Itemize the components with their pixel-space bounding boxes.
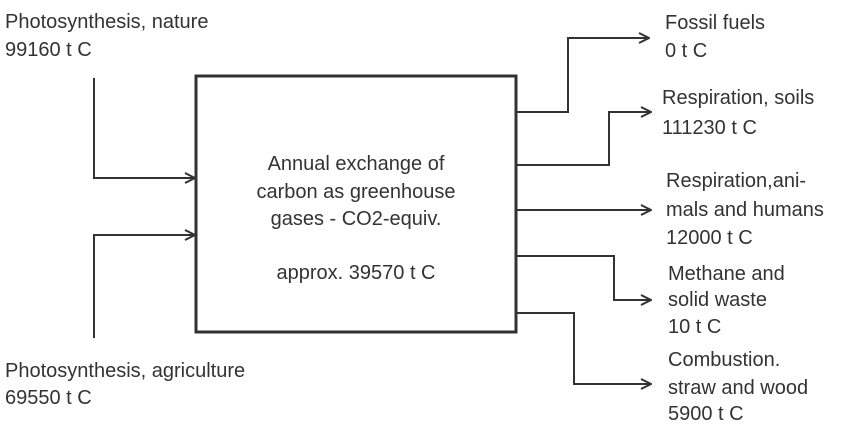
input-value: 69550 t C: [5, 387, 92, 409]
input-value: 99160 t C: [5, 39, 92, 61]
exchange-box: [194, 74, 518, 334]
output-value: 10 t C: [668, 316, 721, 338]
output-value: 0 t C: [665, 40, 707, 62]
input-arrow: [93, 78, 195, 178]
output-label: straw and wood: [668, 377, 808, 399]
output-label: Fossil fuels: [665, 12, 765, 34]
output-arrow: [517, 112, 651, 166]
box-text: Annual exchange of carbon as greenhouse …: [256, 153, 455, 284]
output-arrow: [517, 38, 649, 113]
input-arrow: [93, 235, 195, 338]
output-label: Combustion.: [668, 349, 780, 371]
box-line: Annual exchange of: [268, 153, 445, 175]
box-total: approx. 39570 t C: [277, 262, 436, 284]
output-value: 111230 t C: [662, 117, 757, 139]
output-label: Respiration,ani-: [666, 170, 806, 192]
output-label: Respiration, soils: [662, 87, 814, 109]
output-value: 5900 t C: [668, 403, 744, 425]
input-label: Photosynthesis, agriculture: [5, 360, 245, 382]
box-line: carbon as greenhouse: [256, 181, 455, 203]
output-value: 12000 t C: [666, 227, 753, 249]
output-label: solid waste: [668, 289, 767, 311]
output-label: mals and humans: [666, 199, 824, 221]
input-label: Photosynthesis, nature: [5, 11, 208, 33]
output-arrow: [517, 255, 651, 300]
output-label: Methane and: [668, 263, 785, 285]
output-arrow: [517, 312, 651, 384]
box-line: gases - CO2-equiv.: [271, 208, 442, 230]
